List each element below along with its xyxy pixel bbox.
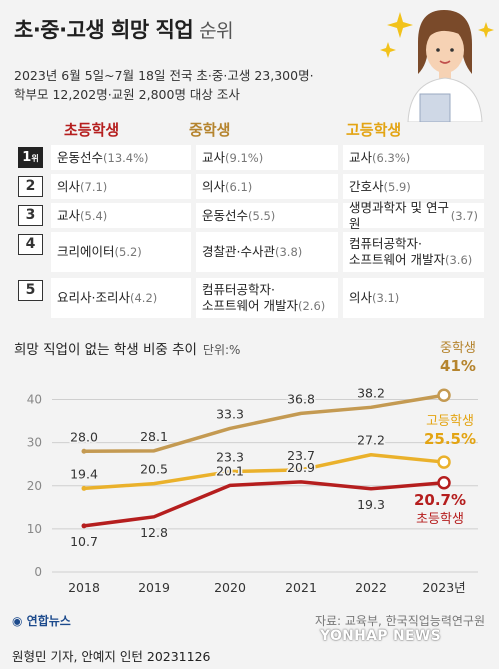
series-name-high: 고등학생 (426, 414, 474, 429)
series-start-point (81, 448, 87, 454)
yonhap-logo: ◉ 연합뉴스 (12, 612, 71, 629)
data-label: 19.4 (70, 466, 98, 481)
rank-badge-2: 2 (18, 176, 43, 197)
logo-icon: ◉ (12, 614, 27, 628)
x-tick-label: 2019 (138, 580, 170, 595)
chart-unit: 단위:% (202, 343, 241, 357)
rank-row-5: 5 요리사·조리사 (4.2) 컴퓨터공학자· 소프트웨어 개발자 (2.6) 의사… (14, 278, 484, 318)
rank-row-2: 2 의사 (7.1) 의사 (6.1) 간호사 (5.9) (14, 174, 484, 199)
x-tick-label: 2023년 (422, 580, 465, 595)
data-label: 10.7 (70, 534, 98, 549)
rank-cell: 의사 (3.1) (343, 278, 484, 318)
column-header-middle: 중학생 (189, 121, 231, 139)
series-end-value-elementary: 20.7% (414, 491, 466, 509)
title-main: 초·중·고생 희망 직업 (14, 18, 194, 42)
survey-description-line2: 학부모 12,202명·교원 2,800명 대상 조사 (14, 87, 240, 102)
rank-cell: 생명과학자 및 연구원 (3.7) (343, 200, 484, 231)
series-end-value-middle: 41% (440, 357, 476, 375)
column-header-high: 고등학생 (346, 121, 402, 139)
rank-badge-3: 3 (18, 205, 43, 226)
data-label: 27.2 (357, 433, 385, 448)
x-tick-label: 2022 (355, 580, 387, 595)
y-tick-label: 20 (27, 479, 42, 493)
data-label: 38.2 (357, 385, 385, 400)
data-label: 28.1 (140, 429, 168, 444)
logo-text: 연합뉴스 (26, 614, 71, 628)
rank-cell: 크리에이터 (5.2) (51, 232, 191, 272)
chart-title: 희망 직업이 없는 학생 비중 추이 단위:% (14, 338, 240, 358)
rank-badge-4: 4 (18, 234, 43, 255)
survey-description: 2023년 6월 5일~7월 18일 전국 초·중·고생 23,300명· 학부… (14, 66, 354, 104)
chart-title-text: 희망 직업이 없는 학생 비중 추이 (14, 342, 197, 358)
data-label: 33.3 (216, 406, 244, 421)
rank-cell: 운동선수 (13.4%) (51, 145, 191, 170)
rank-row-1: 1위 운동선수 (13.4%) 교사 (9.1%) 교사 (6.3%) (14, 145, 484, 170)
rank-cell: 컴퓨터공학자· 소프트웨어 개발자 (2.6) (196, 278, 338, 318)
rank-cell: 교사 (6.3%) (343, 145, 484, 170)
x-tick-label: 2021 (285, 580, 317, 595)
data-label: 23.3 (216, 450, 244, 465)
rank-cell: 의사 (6.1) (196, 174, 338, 199)
y-tick-label: 40 (27, 393, 42, 407)
sparkle-icon-small (380, 42, 396, 58)
rank-row-3: 3 교사 (5.4) 운동선수 (5.5) 생명과학자 및 연구원 (3.7) (14, 200, 484, 231)
y-tick-label: 10 (27, 522, 42, 536)
series-start-point (81, 523, 87, 529)
data-source: 자료: 교육부, 한국직업능력연구원 (314, 614, 485, 628)
series-end-point (437, 388, 451, 402)
data-label: 28.0 (70, 429, 98, 444)
series-end-point (437, 476, 451, 490)
data-label: 23.7 (287, 448, 315, 463)
series-line (83, 452, 445, 491)
rank-cell: 교사 (9.1%) (196, 145, 338, 170)
credit-line: 원형민 기자, 안예지 인턴 20231126 (12, 649, 211, 664)
title-suffix: 순위 (199, 20, 234, 42)
data-label: 19.3 (357, 497, 385, 512)
rank-cell: 교사 (5.4) (51, 203, 191, 228)
series-line (83, 480, 445, 528)
data-label: 20.5 (140, 462, 168, 477)
series-name-middle: 중학생 (440, 341, 476, 356)
student-illustration (380, 10, 494, 122)
series-start-point (81, 485, 87, 491)
x-tick-label: 2020 (214, 580, 246, 595)
data-label: 20.1 (216, 463, 244, 478)
rank-badge-1: 1위 (18, 147, 43, 168)
sparkle-icon (387, 12, 413, 38)
rank-cell: 의사 (7.1) (51, 174, 191, 199)
rank-cell: 운동선수 (5.5) (196, 203, 338, 228)
sparkle-icon-right (478, 22, 494, 38)
rank-cell: 요리사·조리사 (4.2) (51, 278, 191, 318)
rank-badge-5: 5 (18, 280, 43, 301)
series-name-elementary: 초등학생 (416, 512, 464, 527)
y-tick-label: 30 (27, 436, 42, 450)
data-label: 20.9 (287, 460, 315, 475)
series-line (83, 393, 445, 454)
survey-description-line1: 2023년 6월 5일~7월 18일 전국 초·중·고생 23,300명· (14, 68, 314, 83)
data-label: 12.8 (140, 525, 168, 540)
rank-cell: 간호사 (5.9) (343, 174, 484, 199)
x-tick-label: 2018 (68, 580, 100, 595)
data-label: 36.8 (287, 391, 315, 406)
rank-row-4: 4 크리에이터 (5.2) 경찰관·수사관 (3.8) 컴퓨터공학자· 소프트웨어 … (14, 232, 484, 272)
series-end-value-high: 25.5% (424, 430, 476, 448)
rank-cell: 경찰관·수사관 (3.8) (196, 232, 338, 272)
y-tick-label: 0 (34, 565, 42, 579)
page-title: 초·중·고생 희망 직업 순위 (14, 14, 234, 44)
ranking-table: 초등학생 중학생 고등학생 1위 운동선수 (13.4%) 교사 (9.1%) 교사… (14, 112, 484, 322)
watermark: YONHAP NEWS (320, 628, 442, 644)
rank-cell: 컴퓨터공학자· 소프트웨어 개발자 (3.6) (343, 232, 484, 272)
column-header-elementary: 초등학생 (64, 121, 120, 139)
series-end-point (437, 455, 451, 469)
